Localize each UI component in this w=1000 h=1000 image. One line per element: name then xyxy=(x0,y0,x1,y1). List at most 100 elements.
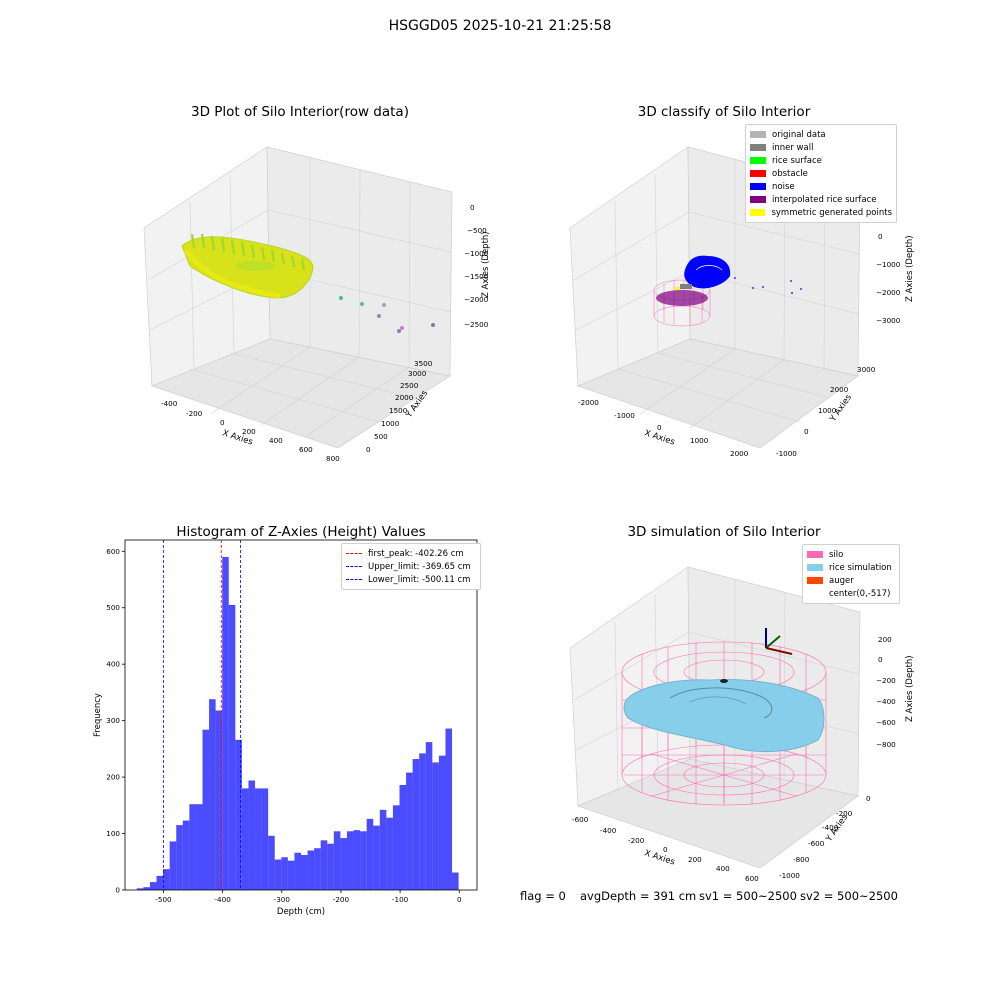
histogram-chart: -500 -400 -300 -200 -100 0 0 100 200 300 400 500 600… xyxy=(93,539,478,917)
swatch xyxy=(750,209,766,216)
p1-ytick-5: 2500 xyxy=(400,381,419,390)
histogram-bar xyxy=(360,831,367,890)
status-sv2: sv2 = 500~2500 xyxy=(800,889,898,903)
y-tick-label: 0 xyxy=(115,886,120,895)
histogram-title: Histogram of Z-Axies (Height) Values xyxy=(176,524,426,540)
histogram-ylabel: Frequency xyxy=(93,693,103,737)
p4-ytick-2: -600 xyxy=(808,839,825,848)
histogram-bar xyxy=(241,788,249,890)
p1-zlabel: Z Axies (Depth) xyxy=(481,231,490,298)
p2-ytick-1: 0 xyxy=(804,427,809,436)
p2-ytick-0: -1000 xyxy=(776,449,797,458)
histogram-bar xyxy=(156,875,164,890)
legend-item-original-data: original data xyxy=(750,128,892,141)
histogram-bar xyxy=(353,830,361,890)
histogram-bar xyxy=(314,848,321,890)
p1-ztick-2: −1000 xyxy=(464,249,489,258)
status-avg-depth: avgDepth = 391 cm xyxy=(580,889,697,903)
p1-ytick-7: 3500 xyxy=(414,359,433,368)
histogram-legend: first_peak: -402.26 cm Upper_limit: -369… xyxy=(341,543,481,590)
p4-ytick-5: 0 xyxy=(866,794,871,803)
p1-xtick-5: 600 xyxy=(299,445,313,454)
p1-ztick-4: −2000 xyxy=(464,295,489,304)
p1-ytick-0: 0 xyxy=(366,445,371,454)
histogram-bar xyxy=(340,838,347,890)
p4-xtick-4: 200 xyxy=(688,855,702,864)
p2-ztick-3: −2000 xyxy=(876,288,901,297)
histogram-bar xyxy=(136,888,144,890)
legend-item-inner-wall: inner wall xyxy=(750,141,892,154)
histogram-bar xyxy=(228,604,236,890)
p2-ytick-4: 3000 xyxy=(857,365,876,374)
p2-ztick-1: 0 xyxy=(878,232,883,241)
p4-ztick-4: −600 xyxy=(876,718,896,727)
p4-zlabel: Z Axies (Depth) xyxy=(905,655,915,722)
panel4-title: 3D simulation of Silo Interior xyxy=(627,524,821,540)
panel2-title: 3D classify of Silo Interior xyxy=(637,104,811,120)
p4-ytick-4: -200 xyxy=(836,809,853,818)
p1-ztick-1: −500 xyxy=(467,226,487,235)
histogram-bar xyxy=(301,855,308,890)
p2-zlabel: Z Axies (Depth) xyxy=(905,235,915,302)
x-tick-label: -100 xyxy=(392,895,409,904)
histogram-bar xyxy=(406,772,413,890)
p4-ztick-2: −200 xyxy=(876,676,896,685)
panel4-axis-arrows xyxy=(765,628,793,655)
histogram-bar xyxy=(248,780,256,890)
panel2-noise-cluster xyxy=(675,255,802,294)
histogram-bar xyxy=(268,835,275,890)
histogram-bar xyxy=(392,805,400,890)
histogram-bar xyxy=(163,869,170,890)
panel4-3d-axes: -600 -400 -200 0 200 400 600 -1000 -800 … xyxy=(569,566,915,883)
legend-item-upper-limit: Upper_limit: -369.65 cm xyxy=(346,560,476,573)
swatch xyxy=(807,551,823,558)
swatch xyxy=(750,196,766,203)
p4-ztick-5: −800 xyxy=(876,740,896,749)
legend-item-symmetric: symmetric generated points xyxy=(750,206,892,219)
panel1-scatter-outliers xyxy=(339,296,435,333)
p1-xtick-2: 0 xyxy=(220,418,225,427)
x-tick-label: -400 xyxy=(214,895,231,904)
histogram-bar xyxy=(281,857,288,890)
p4-xtick-5: 400 xyxy=(716,864,730,873)
p2-ztick-4: −3000 xyxy=(876,316,901,325)
x-tick-label: -500 xyxy=(155,895,172,904)
swatch xyxy=(346,566,362,567)
histogram-bar xyxy=(327,843,334,890)
histogram-bar xyxy=(209,699,216,890)
histogram-bar xyxy=(143,887,150,890)
histogram-bar xyxy=(412,759,420,890)
panel1-point-cloud xyxy=(181,233,314,299)
panel1-3d-axes: -400 -200 0 200 400 600 800 0 500 1000 1… xyxy=(143,146,490,463)
p2-xtick-4: 2000 xyxy=(730,449,749,458)
p4-ytick-0: -1000 xyxy=(779,871,800,880)
histogram-bar xyxy=(176,825,183,890)
histogram-bar xyxy=(445,728,453,890)
histogram-bar xyxy=(222,556,229,890)
histogram-bar xyxy=(346,831,354,890)
legend-item-auger: auger xyxy=(807,574,895,587)
histogram-bar xyxy=(333,831,341,890)
legend-item-center: center(0,-517) xyxy=(807,587,895,600)
p2-xtick-2: 0 xyxy=(657,423,662,432)
p1-ztick-0: 0 xyxy=(470,203,475,212)
p1-xtick-4: 400 xyxy=(269,436,283,445)
legend-item-rice-simulation: rice simulation xyxy=(807,561,895,574)
swatch xyxy=(750,183,766,190)
histogram-bar xyxy=(366,818,374,890)
p4-xlabel: X Axies xyxy=(643,848,676,867)
p2-ztick-2: −1000 xyxy=(876,260,901,269)
histogram-bar xyxy=(255,788,262,890)
histogram-bar xyxy=(149,882,157,890)
p1-ztick-3: −1500 xyxy=(464,272,489,281)
swatch xyxy=(750,131,766,138)
p2-xtick-0: -2000 xyxy=(578,398,599,407)
histogram-bar xyxy=(189,804,196,890)
p1-ytick-6: 3000 xyxy=(408,369,427,378)
p1-ytick-2: 1000 xyxy=(381,419,400,428)
p2-ytick-2: 1000 xyxy=(818,406,837,415)
panel4-legend: silo rice simulation auger center(0,-517… xyxy=(802,544,900,604)
swatch xyxy=(750,170,766,177)
histogram-bar xyxy=(274,859,282,890)
legend-item-interpolated: interpolated rice surface xyxy=(750,193,892,206)
